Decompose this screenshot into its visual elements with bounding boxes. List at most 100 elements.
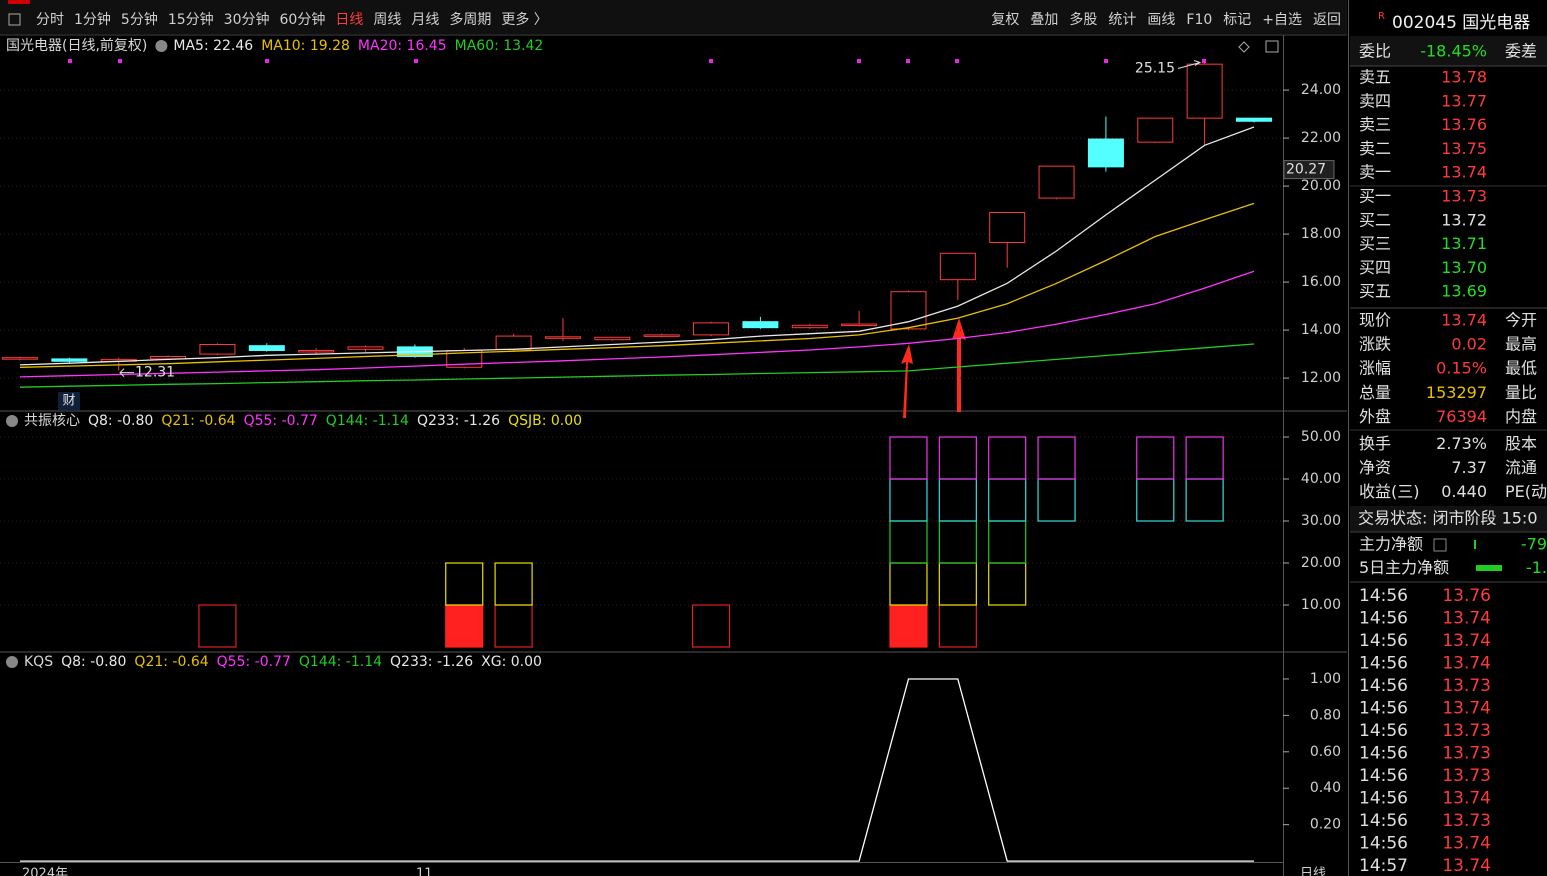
candle-body — [1186, 63, 1223, 119]
toolbar — [0, 0, 1347, 34]
stat-label: 流通 — [1505, 458, 1537, 477]
toolbar-button[interactable]: 复权 — [991, 11, 1019, 28]
stat-label: 股本 — [1505, 434, 1537, 453]
trade-time: 14:56 — [1359, 744, 1408, 764]
toolbar-button[interactable]: 多股 — [1069, 11, 1097, 28]
stat-label: 涨跌 — [1359, 335, 1391, 354]
cursor-price-box — [1283, 160, 1335, 180]
candle-body — [841, 323, 878, 327]
candle-body — [199, 343, 236, 355]
candle-body — [1137, 117, 1174, 143]
book-price: 13.73 — [1441, 187, 1487, 206]
stat-label: 收益(三) — [1359, 482, 1420, 501]
stat-value: 13.74 — [1441, 311, 1487, 330]
trade-time: 14:56 — [1359, 631, 1408, 651]
toolbar-button[interactable]: +自选 — [1262, 12, 1302, 28]
period-tab[interactable]: 更多 〉 — [501, 11, 547, 28]
trade-price: 13.74 — [1442, 699, 1491, 719]
draw-icon[interactable] — [1238, 41, 1250, 53]
stat-label: 最高 — [1505, 335, 1537, 354]
toolbar-button[interactable]: 返回 — [1313, 12, 1341, 28]
indicator-value: MA60: 13.42 — [455, 38, 544, 54]
candle-body — [347, 346, 384, 350]
stat-label: 最低 — [1505, 359, 1537, 378]
y-tick-label: 0.80 — [1310, 707, 1341, 723]
period-tab[interactable]: 60分钟 — [280, 11, 326, 28]
book-label: 买四 — [1359, 258, 1391, 277]
candle-body — [594, 336, 631, 341]
period-tab[interactable]: 1分钟 — [74, 11, 111, 28]
period-tab[interactable]: 多周期 — [449, 11, 491, 28]
chart-title: 国光电器(日线,前复权) — [6, 37, 147, 54]
y-tick-label: 14.00 — [1301, 322, 1341, 338]
flow-bar — [1474, 540, 1476, 549]
toolbar-button[interactable]: 画线 — [1147, 12, 1175, 28]
toolbar-button[interactable]: 标记 — [1223, 12, 1251, 28]
period-tab[interactable]: 日线 — [335, 12, 363, 28]
stat-label: 今开 — [1505, 311, 1537, 330]
book-label: 买三 — [1359, 234, 1391, 253]
trade-status: 交易状态: 闭市阶段 15:0 — [1358, 509, 1538, 528]
ma-line — [19, 343, 1255, 388]
period-tab[interactable]: 5分钟 — [121, 11, 158, 28]
period-tab[interactable]: 15分钟 — [168, 11, 214, 28]
signal-dots — [68, 59, 1206, 63]
stat-value: 0.02 — [1451, 335, 1487, 354]
indicator-value: Q233: -1.26 — [417, 413, 500, 429]
settings-icon[interactable] — [155, 40, 168, 52]
trade-time: 14:56 — [1359, 766, 1408, 786]
toolbar-button[interactable]: F10 — [1186, 12, 1212, 28]
candle-body — [51, 358, 88, 362]
ma-line — [19, 270, 1255, 378]
book-label: 买五 — [1359, 282, 1391, 301]
indicator-value: QSJB: 0.00 — [508, 413, 582, 429]
candle-body — [643, 334, 680, 337]
trade-price: 13.74 — [1442, 856, 1491, 876]
indicator-value: MA10: 19.28 — [261, 38, 350, 54]
signal-box — [691, 604, 731, 648]
signal-box — [938, 436, 977, 480]
panel-toggle-icon[interactable] — [8, 13, 21, 26]
signal-box — [889, 604, 928, 648]
finance-tag[interactable]: 财 — [62, 394, 75, 409]
trade-time: 14:57 — [1359, 856, 1408, 876]
settings-icon[interactable] — [6, 415, 18, 427]
stat-label: 换手 — [1359, 434, 1391, 453]
toolbar-button[interactable]: 统计 — [1108, 12, 1136, 28]
trade-time: 14:56 — [1359, 834, 1408, 854]
y-tick-label: 0.20 — [1310, 817, 1341, 833]
indicator-value: XG: 0.00 — [481, 654, 542, 670]
window-icon[interactable] — [1265, 40, 1279, 53]
trade-time: 14:56 — [1359, 676, 1408, 696]
period-tab[interactable]: 周线 — [373, 12, 401, 28]
signal-box — [988, 436, 1027, 480]
info-icon[interactable] — [1433, 538, 1447, 552]
period-tab[interactable]: 分时 — [36, 12, 64, 28]
period-tab[interactable]: 30分钟 — [224, 11, 270, 28]
signal-box — [1185, 436, 1224, 480]
trade-price: 13.74 — [1442, 789, 1491, 809]
toolbar-button[interactable]: 叠加 — [1030, 12, 1058, 28]
flow-bar — [1476, 565, 1502, 571]
stat-value: 7.37 — [1451, 458, 1487, 477]
y-tick-label: 22.00 — [1301, 130, 1341, 146]
candle-body — [2, 357, 38, 360]
trade-time: 14:56 — [1359, 609, 1408, 629]
y-tick-label: 1.00 — [1310, 671, 1341, 687]
candle-body — [939, 252, 976, 281]
kqs-line — [20, 678, 1254, 862]
trade-time: 14:56 — [1359, 811, 1408, 831]
settings-icon[interactable] — [6, 656, 18, 668]
stat-label: 内盘 — [1505, 407, 1537, 426]
book-price: 13.76 — [1441, 115, 1487, 134]
x-tick-label: 2024年 — [22, 867, 68, 876]
indicator-value: MA20: 16.45 — [358, 38, 447, 54]
stat-label: PE(动 — [1505, 482, 1547, 501]
book-price: 13.70 — [1441, 258, 1487, 277]
stat-label: 现价 — [1359, 311, 1391, 330]
indicator-value: Q144: -1.14 — [299, 654, 382, 670]
trade-price: 13.76 — [1442, 586, 1491, 606]
stat-label: 外盘 — [1359, 407, 1391, 426]
period-tab[interactable]: 月线 — [411, 12, 439, 28]
